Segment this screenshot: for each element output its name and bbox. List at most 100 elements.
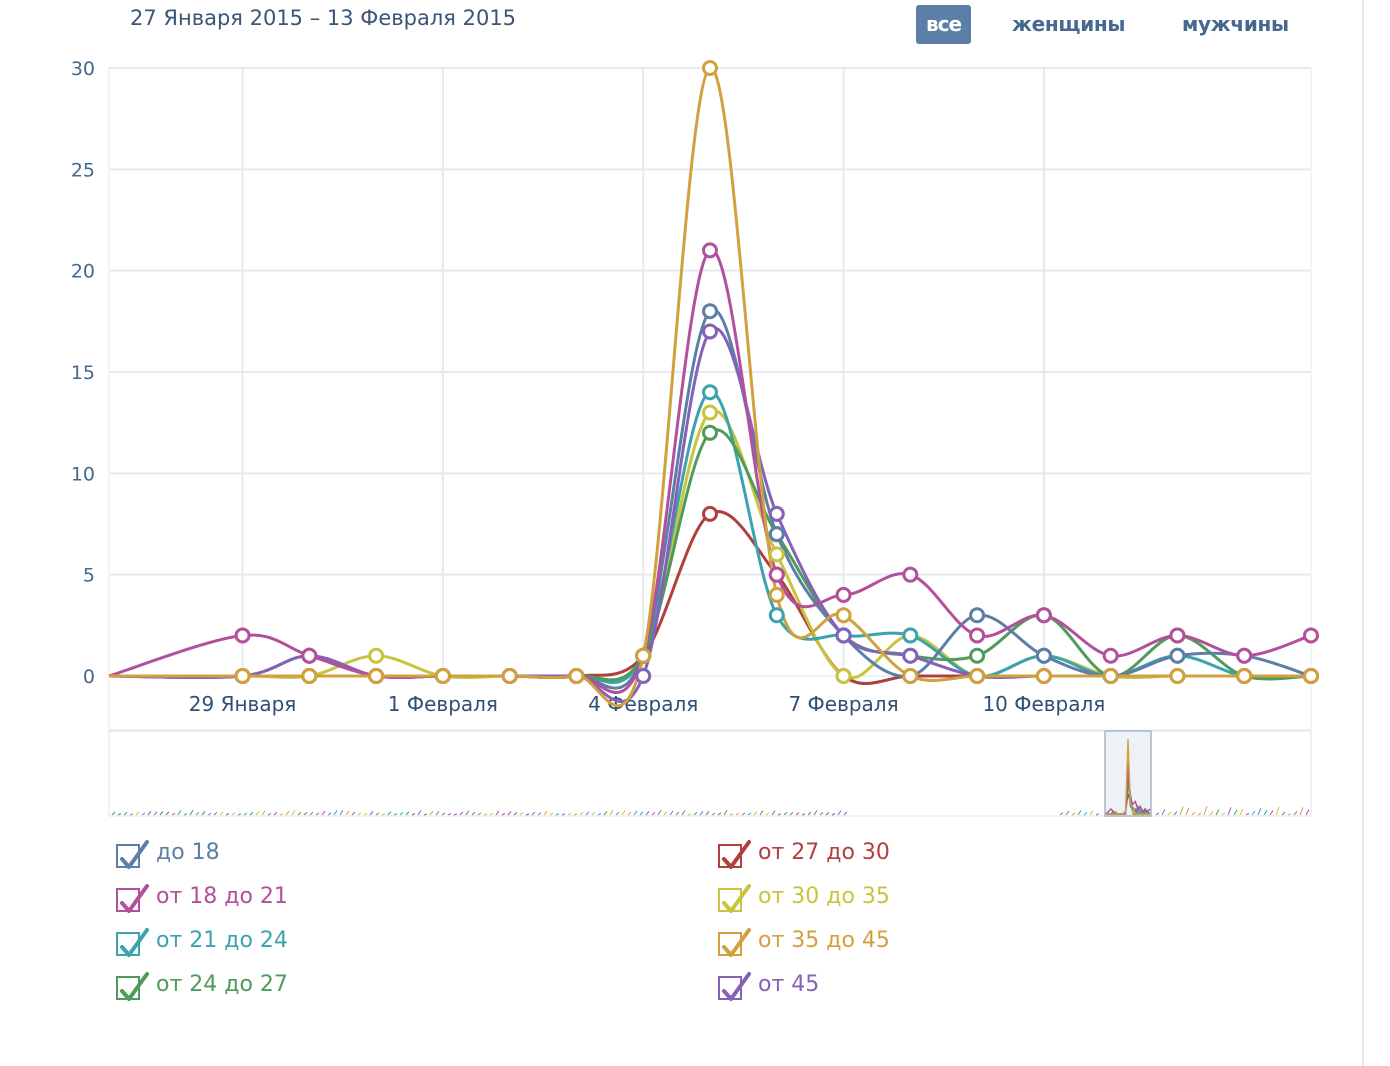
overview-noise: [771, 810, 776, 816]
legend-checkbox[interactable]: [116, 840, 149, 869]
overview-noise: [765, 812, 770, 816]
x-tick-label: 1 Февраля: [388, 692, 498, 716]
overview-noise: [525, 813, 530, 816]
overview-noise: [1293, 810, 1298, 816]
data-point: [702, 505, 718, 522]
data-point: [1236, 668, 1253, 684]
overview-noise: [225, 812, 230, 816]
data-point: [902, 566, 919, 583]
checkmark-icon: [120, 840, 149, 869]
overview-noise: [699, 811, 704, 816]
overview-noise: [807, 811, 812, 816]
legend-label: от 45: [758, 972, 820, 997]
data-point: [702, 60, 718, 76]
data-point: [969, 607, 986, 624]
overview-noise: [795, 812, 800, 816]
overview-noise: [1167, 811, 1172, 816]
filter-men-button[interactable]: мужчины: [1182, 12, 1289, 36]
overview-noise: [711, 812, 716, 816]
overview-noise: [687, 813, 692, 816]
data-point: [1035, 647, 1052, 664]
overview-noise: [609, 810, 614, 816]
data-point: [902, 668, 919, 684]
overview-noise: [351, 811, 356, 816]
data-point: [768, 607, 785, 624]
data-point: [1035, 668, 1052, 684]
legend-label: от 21 до 24: [156, 928, 288, 953]
overview-noise: [585, 811, 590, 816]
overview-noise: [1209, 811, 1214, 816]
overview-noise: [1083, 812, 1088, 816]
overview-noise: [189, 809, 194, 816]
checkmark-icon: [120, 928, 149, 957]
overview-noise: [567, 812, 572, 816]
data-point: [835, 668, 852, 684]
filter-women-button[interactable]: женщины: [1012, 12, 1126, 36]
overview-noise: [621, 810, 626, 816]
data-point: [969, 668, 986, 684]
filter-all-button[interactable]: все: [916, 5, 972, 44]
data-point: [768, 546, 785, 563]
checkmark-icon: [120, 884, 149, 913]
data-point: [1169, 668, 1186, 684]
overview-navigator: [108, 730, 1312, 817]
data-point: [1102, 668, 1119, 684]
data-point: [902, 647, 919, 664]
legend-label: от 27 до 30: [758, 840, 890, 865]
overview-noise: [321, 810, 326, 816]
overview-noise: [375, 812, 380, 816]
legend-checkbox[interactable]: [718, 928, 751, 957]
overview-noise: [327, 812, 332, 816]
overview-noise: [819, 812, 824, 816]
data-point: [702, 404, 718, 421]
overview-noise: [249, 811, 254, 816]
data-point: [1169, 647, 1186, 664]
legend-checkbox[interactable]: [718, 972, 751, 1001]
overview-noise: [753, 811, 758, 816]
page-scrollbar[interactable]: [1362, 0, 1364, 1066]
overview-noise: [669, 810, 674, 816]
checkmark-icon: [722, 840, 751, 869]
overview-noise: [171, 812, 176, 816]
overview-noise: [1155, 812, 1160, 816]
checkmark-icon: [722, 972, 751, 1001]
overview-noise: [237, 813, 242, 816]
legend-label: от 30 до 35: [758, 884, 890, 909]
overview-noise: [663, 811, 668, 816]
legend-checkbox[interactable]: [116, 972, 149, 1001]
overview-noise: [399, 811, 404, 816]
overview-noise: [735, 812, 740, 816]
overview-noise: [207, 812, 212, 816]
overview-noise: [195, 811, 200, 816]
overview-noise: [177, 809, 182, 816]
overview-noise: [477, 812, 482, 816]
overview-noise: [393, 813, 398, 816]
legend-label: до 18: [156, 840, 220, 865]
overview-noise: [561, 813, 566, 816]
overview-noise: [417, 810, 422, 816]
overview-noise: [147, 811, 152, 816]
overview-noise: [303, 811, 308, 816]
data-point: [568, 668, 585, 684]
overview-noise: [675, 811, 680, 816]
overview-noise: [1227, 807, 1232, 816]
overview-noise: [129, 813, 134, 816]
overview-noise: [501, 812, 506, 816]
overview-noise: [111, 811, 116, 816]
overview-noise: [441, 812, 446, 816]
legend-checkbox[interactable]: [116, 884, 149, 913]
overview-noise: [285, 810, 290, 816]
overview-noise: [693, 811, 698, 816]
overview-noise: [1215, 809, 1220, 816]
overview-noise: [363, 812, 368, 816]
overview-noise: [267, 813, 272, 816]
overview-noise: [1203, 806, 1208, 816]
overview-noise: [825, 812, 830, 816]
legend-checkbox[interactable]: [116, 928, 149, 957]
legend-checkbox[interactable]: [718, 840, 751, 869]
overview-noise: [1281, 811, 1286, 816]
overview-noise: [1245, 812, 1250, 816]
legend-checkbox[interactable]: [718, 884, 751, 913]
overview-noise: [297, 811, 302, 816]
